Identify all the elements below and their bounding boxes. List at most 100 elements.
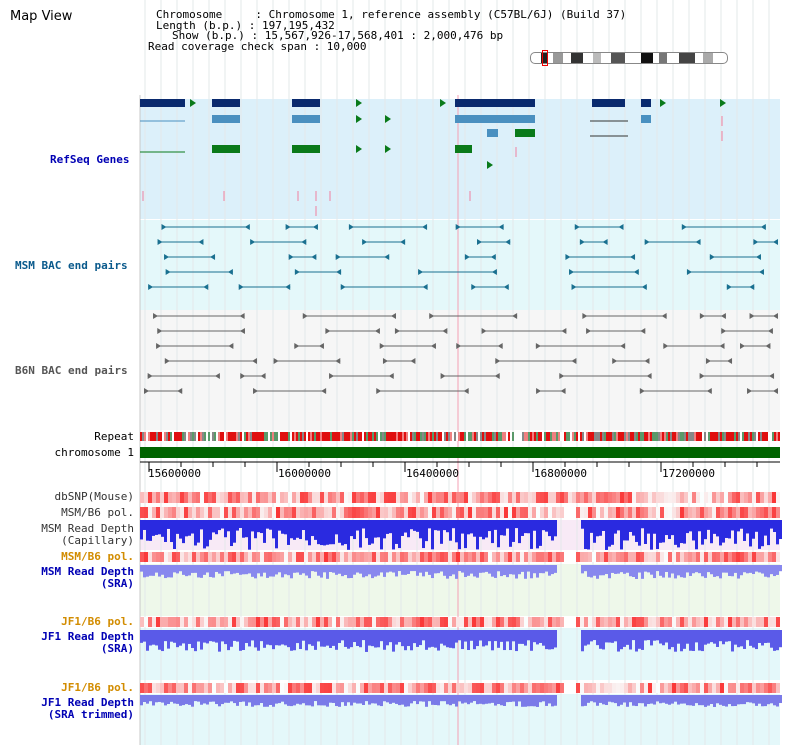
heat-cell: [520, 552, 524, 562]
heat-cell: [708, 552, 712, 562]
heat-cell: [524, 617, 528, 627]
heat-cell: [268, 492, 272, 503]
depth-bar: [170, 565, 173, 578]
bac-end-marker: [429, 313, 435, 319]
gene-exon: [212, 145, 240, 153]
depth-bar: [269, 520, 272, 530]
depth-bar: [221, 520, 224, 529]
depth-bar: [305, 520, 308, 541]
depth-bar: [308, 630, 311, 645]
bac-end-marker: [390, 313, 396, 319]
depth-bar: [518, 695, 521, 702]
depth-bar: [365, 695, 368, 702]
depth-bar: [671, 630, 674, 648]
track-label-b6n-bac[interactable]: B6N BAC end pairs: [15, 364, 128, 377]
heat-cell: [280, 507, 284, 518]
depth-bar: [749, 695, 752, 703]
heat-cell: [212, 617, 216, 627]
repeat-segment: [172, 432, 174, 441]
depth-bar: [371, 565, 374, 579]
repeat-segment: [288, 432, 290, 441]
heat-cell: [252, 617, 256, 627]
heat-cell: [312, 617, 316, 627]
heat-cell: [196, 492, 200, 503]
heat-cell: [232, 617, 236, 627]
heat-cell: [396, 492, 400, 503]
heat-cell: [316, 617, 320, 627]
heat-cell: [356, 507, 360, 518]
heat-cell: [352, 552, 356, 562]
heat-cell: [220, 552, 224, 562]
heat-cell: [388, 492, 392, 503]
heat-cell: [232, 492, 236, 503]
depth-bar: [773, 520, 776, 533]
repeat-segment: [398, 432, 400, 441]
heat-cell: [652, 492, 656, 503]
depth-bar: [158, 520, 161, 535]
bac-end-marker: [512, 313, 518, 319]
heat-cell: [700, 552, 704, 562]
heat-cell: [620, 552, 624, 562]
repeat-segment: [558, 432, 560, 441]
heat-cell: [488, 492, 492, 503]
heat-cell: [212, 492, 216, 503]
depth-bar: [593, 695, 596, 703]
repeat-segment: [622, 432, 624, 441]
repeat-segment: [686, 432, 688, 441]
depth-bar: [167, 565, 170, 578]
track-label-msm-bac[interactable]: MSM BAC end pairs: [15, 259, 128, 272]
depth-bar: [437, 695, 440, 706]
heat-cell: [340, 552, 344, 562]
heat-cell: [688, 617, 692, 627]
heat-cell: [384, 617, 388, 627]
heat-cell: [340, 507, 344, 518]
heat-cell: [348, 492, 352, 503]
track-label-refseq[interactable]: RefSeq Genes: [50, 153, 130, 166]
repeat-segment: [418, 432, 420, 441]
depth-bar: [650, 695, 653, 704]
heat-cell: [180, 617, 184, 627]
heat-cell: [352, 507, 356, 518]
heat-cell: [156, 492, 160, 503]
repeat-segment: [710, 432, 712, 441]
heat-cell: [512, 683, 516, 693]
heat-cell: [140, 683, 144, 693]
heat-cell: [748, 617, 752, 627]
heat-cell: [352, 492, 356, 503]
depth-bar: [416, 565, 419, 576]
repeat-segment: [734, 432, 736, 441]
bac-end-marker: [618, 224, 624, 230]
depth-bar: [470, 565, 473, 574]
heat-cell: [172, 507, 176, 518]
heat-cell: [400, 507, 404, 518]
repeat-segment: [482, 432, 484, 441]
repeat-segment: [748, 432, 750, 441]
heat-cell: [540, 617, 544, 627]
depth-bar: [605, 520, 608, 550]
depth-bar: [521, 695, 524, 707]
heat-cell: [328, 683, 332, 693]
depth-bar: [740, 630, 743, 647]
heat-cell: [752, 617, 756, 627]
heat-cell: [644, 552, 648, 562]
depth-bar: [218, 695, 221, 707]
axis-tick-label: 16400000: [406, 467, 459, 480]
heat-cell: [616, 492, 620, 503]
repeat-segment: [324, 432, 326, 441]
heat-cell: [548, 492, 552, 503]
gene-exon: [455, 115, 535, 123]
repeat-segment: [524, 432, 526, 441]
heat-cell: [164, 552, 168, 562]
heat-cell: [444, 507, 448, 518]
repeat-segment: [144, 432, 146, 441]
chromosome-ideogram[interactable]: [530, 52, 728, 64]
heat-cell: [592, 507, 596, 518]
chromosome-info: Chromosome : Chromosome 1, reference ass…: [156, 8, 627, 21]
depth-bar: [209, 630, 212, 642]
repeat-segment: [688, 432, 690, 441]
depth-bar: [392, 630, 395, 652]
depth-bar: [536, 565, 539, 578]
heat-cell: [308, 552, 312, 562]
heat-cell: [692, 507, 696, 518]
